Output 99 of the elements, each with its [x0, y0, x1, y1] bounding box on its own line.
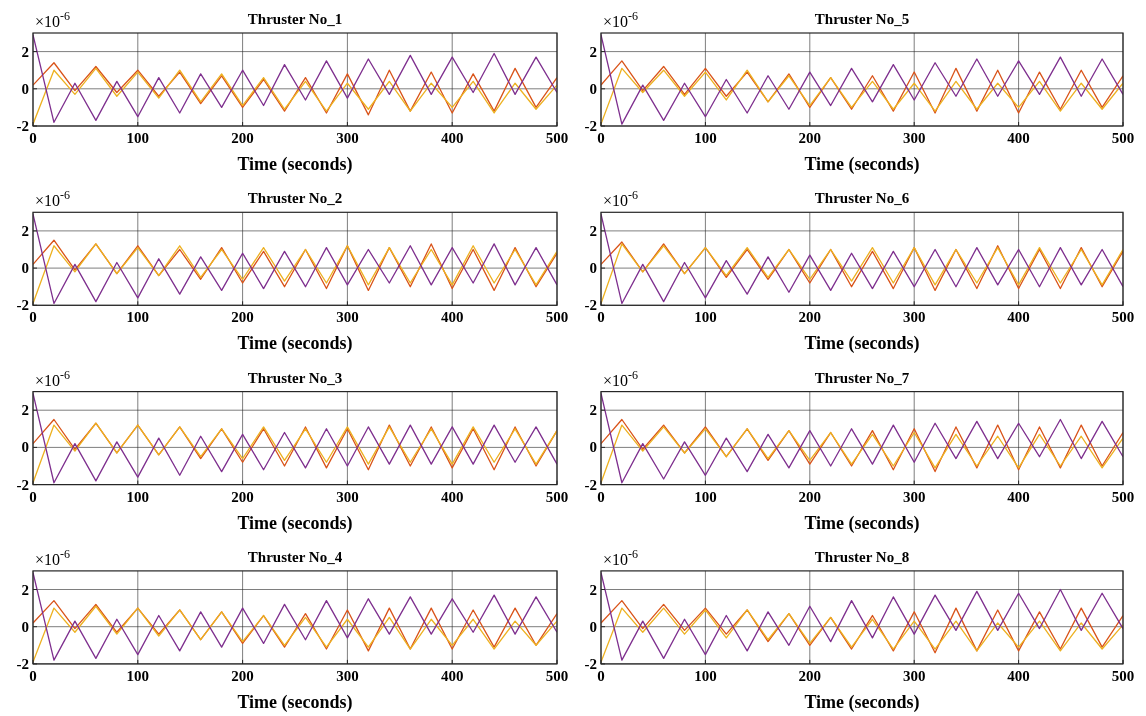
x-tick-label: 100: [694, 130, 717, 146]
chart-title: Thruster No_1: [247, 11, 343, 27]
x-tick-label: 300: [336, 309, 359, 326]
x-axis-title: Time (seconds): [237, 333, 353, 355]
x-tick-label: 400: [440, 667, 464, 684]
y-tick-label: -2: [584, 118, 597, 134]
line-series: [33, 213, 557, 305]
x-tick-label: 200: [231, 667, 254, 684]
x-tick-label: 400: [440, 130, 464, 146]
chart-title: Thruster No_7: [814, 369, 910, 386]
x-tick-label: 400: [1007, 488, 1030, 505]
x-tick-label: 200: [798, 488, 822, 505]
line-series: [33, 239, 557, 292]
x-tick-label: 400: [440, 309, 464, 326]
x-tick-label: 100: [126, 130, 150, 146]
y-tick-label: 2: [589, 43, 597, 60]
x-tick-label: 400: [440, 488, 464, 505]
line-series: [601, 60, 1123, 114]
x-tick-label: 100: [126, 667, 150, 684]
x-tick-label: 500: [545, 488, 569, 505]
chart-title: Thruster No_3: [247, 369, 343, 386]
text: ×10$^{-6}$: [603, 9, 639, 30]
x-tick-label: 100: [694, 667, 717, 684]
y-tick-label: 2: [21, 43, 29, 60]
text: ×10$^{-6}$: [35, 367, 71, 389]
x-tick-label: 100: [126, 488, 150, 505]
chart-title: Thruster No_4: [247, 548, 343, 565]
x-tick-label: 500: [545, 309, 569, 326]
text: ×10$^{-6}$: [35, 9, 71, 30]
x-axis-title: Time (seconds): [237, 512, 353, 534]
y-tick-label: 2: [589, 581, 597, 598]
line-series: [601, 418, 1123, 473]
y-tick-label: 2: [21, 222, 29, 239]
line-series: [601, 34, 1123, 125]
x-tick-label: 200: [231, 130, 254, 146]
x-tick-label: 300: [902, 667, 926, 684]
x-tick-label: 400: [1007, 667, 1030, 684]
y-tick-label: -2: [584, 476, 597, 493]
text: ×10$^{-6}$: [603, 188, 639, 210]
x-axis-title: Time (seconds): [804, 333, 920, 355]
y-tick-label: 2: [21, 402, 29, 419]
y-tick-label: 0: [21, 439, 29, 456]
y-tick-label: -2: [16, 476, 29, 493]
x-tick-label: 500: [1111, 488, 1135, 505]
x-tick-label: 400: [1007, 309, 1030, 326]
line-series: [601, 392, 1123, 484]
text: ×10$^{-6}$: [35, 188, 71, 210]
x-tick-label: 300: [902, 488, 926, 505]
chart-title: Thruster No_8: [814, 548, 910, 565]
x-tick-label: 200: [798, 667, 822, 684]
x-axis-title: Time (seconds): [804, 691, 920, 713]
x-tick-label: 200: [798, 130, 822, 146]
x-tick-label: 500: [1111, 667, 1135, 684]
line-series: [601, 241, 1123, 292]
x-tick-label: 300: [336, 130, 359, 146]
line-series: [33, 392, 557, 484]
y-tick-label: -2: [16, 118, 29, 134]
x-tick-label: 400: [1007, 130, 1030, 146]
chart-title: Thruster No_6: [814, 190, 910, 207]
x-axis-title: Time (seconds): [237, 691, 353, 713]
line-series: [601, 213, 1123, 305]
y-tick-label: 2: [589, 222, 597, 239]
x-axis-title: Time (seconds): [804, 154, 920, 175]
line-series: [33, 62, 557, 116]
y-tick-label: -2: [584, 297, 597, 314]
x-tick-label: 200: [231, 488, 254, 505]
x-tick-label: 300: [336, 488, 359, 505]
y-tick-label: 0: [21, 80, 29, 97]
x-tick-label: 100: [126, 309, 150, 326]
y-tick-label: -2: [16, 297, 29, 314]
x-axis-title: Time (seconds): [237, 154, 353, 175]
x-tick-label: 300: [336, 667, 359, 684]
chart-title: Thruster No_2: [247, 190, 343, 207]
x-tick-label: 200: [231, 309, 254, 326]
y-tick-label: 0: [589, 80, 597, 97]
x-tick-label: 500: [1111, 309, 1135, 326]
text: ×10$^{-6}$: [35, 546, 71, 568]
y-tick-label: 0: [21, 618, 29, 635]
x-axis-title: Time (seconds): [804, 512, 920, 534]
x-tick-label: 100: [694, 309, 717, 326]
y-tick-label: 0: [21, 260, 29, 277]
text: ×10$^{-6}$: [603, 367, 639, 389]
x-tick-label: 300: [902, 130, 926, 146]
y-tick-label: -2: [584, 655, 597, 672]
x-tick-label: 100: [694, 488, 717, 505]
x-tick-label: 300: [902, 309, 926, 326]
y-tick-label: 0: [589, 618, 597, 635]
text: ×10$^{-6}$: [603, 546, 639, 568]
line-series: [601, 600, 1123, 654]
y-tick-label: -2: [16, 655, 29, 672]
chart-title: Thruster No_5: [814, 11, 910, 27]
x-tick-label: 500: [545, 130, 569, 146]
y-tick-label: 0: [589, 260, 597, 277]
x-tick-label: 500: [1111, 130, 1135, 146]
x-tick-label: 200: [798, 309, 822, 326]
x-tick-label: 500: [545, 667, 569, 684]
y-tick-label: 0: [589, 439, 597, 456]
y-tick-label: 2: [21, 581, 29, 598]
y-tick-label: 2: [589, 402, 597, 419]
